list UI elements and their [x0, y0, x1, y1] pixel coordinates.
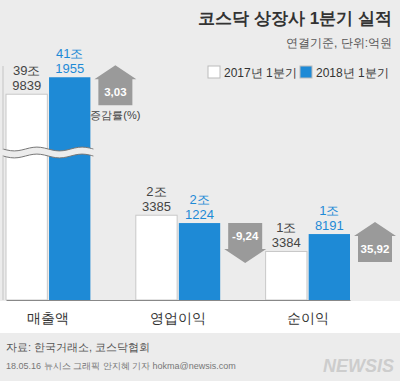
- x-axis: 매출액 영업이익 순이익: [7, 301, 351, 326]
- legend-swatch: [208, 66, 220, 78]
- change-arrow: [354, 222, 396, 262]
- watermark: NEWSIS: [323, 356, 394, 376]
- y-axis-line: [3, 66, 4, 150]
- x-tick: 영업이익: [150, 310, 206, 326]
- axis-break-line: [3, 147, 93, 151]
- legend-label: 2018년 1분기: [316, 66, 389, 80]
- data-labels: 39조9839 2조3385 1조3384 41조1955 2조1224 1조8191: [12, 46, 344, 250]
- data-label: 2조1224: [185, 192, 214, 222]
- background: [0, 0, 400, 381]
- change-label: 35,92: [361, 243, 390, 255]
- label-strip: [0, 301, 400, 333]
- change-label: -9,24: [232, 230, 259, 242]
- source: 자료: 한국거래소, 코스닥협회: [6, 341, 150, 353]
- data-label: 1조3384: [272, 220, 301, 250]
- x-tick-label: 매출액: [27, 310, 69, 326]
- legend-label: 2017년 1분기: [224, 66, 297, 80]
- bar: [266, 251, 307, 300]
- subtitle: 연결기준, 단위:억원: [286, 36, 392, 50]
- axis-break-fill: [3, 147, 93, 158]
- bar: [6, 94, 47, 300]
- chart-svg: 코스닥 상장사 1분기 실적연결기준, 단위:억원 2017년 1분기 2018년 …: [0, 0, 400, 381]
- change-arrows: 3,03 증감률(%) -9,24 35,92: [90, 65, 396, 263]
- change-rate-title: 증감률(%): [90, 109, 140, 121]
- y-axis-line: [3, 155, 4, 300]
- chart-container: 코스닥 상장사 1분기 실적연결기준, 단위:억원 2017년 1분기 2018년 …: [0, 0, 400, 381]
- change-arrow: [224, 223, 266, 263]
- bar: [179, 223, 220, 300]
- change-label: 3,03: [104, 86, 126, 98]
- bar: [136, 215, 177, 300]
- change-arrow: [94, 65, 136, 105]
- axis-break-line: [3, 154, 93, 158]
- x-tick-label: 순이익: [287, 310, 329, 326]
- x-tick: 매출액: [27, 310, 69, 326]
- bars: [6, 77, 350, 300]
- bar: [309, 234, 350, 300]
- data-label: 1조8191: [315, 203, 344, 233]
- bar: [49, 77, 90, 300]
- x-tick-label: 영업이익: [150, 310, 206, 326]
- x-axis-line: [7, 300, 351, 301]
- data-label: 2조3385: [142, 184, 171, 214]
- legend-swatch: [300, 66, 312, 78]
- title: 코스닥 상장사 1분기 실적: [198, 9, 392, 28]
- x-tick: 순이익: [287, 310, 329, 326]
- data-label: 41조1955: [55, 46, 84, 76]
- y-axis: [3, 66, 4, 300]
- legend: 2017년 1분기 2018년 1분기: [208, 66, 389, 80]
- data-label: 39조9839: [12, 63, 41, 93]
- credit: 18.05.16 뉴시스 그래픽 안지혜 기자 hokma@newsis.com: [6, 361, 236, 371]
